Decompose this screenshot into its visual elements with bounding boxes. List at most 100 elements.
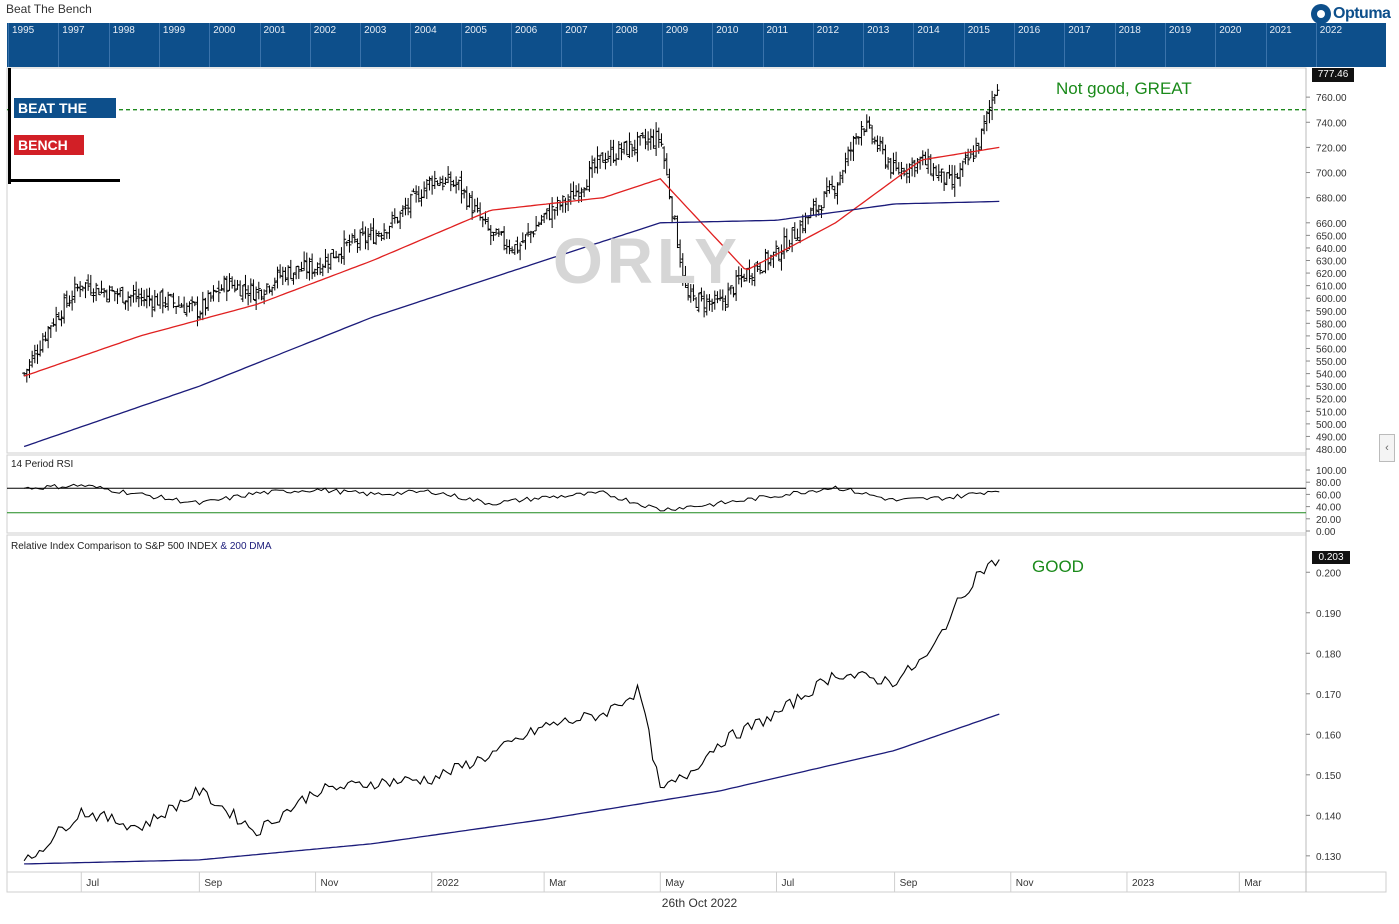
overview-separator (1164, 23, 1166, 67)
price-tick-label: 570.00 (1316, 332, 1347, 343)
overview-year-label: 2010 (716, 25, 739, 36)
rsi-tick-label: 0.00 (1316, 527, 1336, 538)
price-tick-label: 700.00 (1316, 169, 1347, 180)
price-tick-label: 740.00 (1316, 118, 1347, 129)
relative-tick-label: 0.200 (1316, 568, 1341, 579)
overview-separator (661, 23, 663, 67)
overview-year-label: 2014 (917, 25, 940, 36)
price-tick-label: 540.00 (1316, 370, 1347, 381)
price-tick-label: 580.00 (1316, 319, 1347, 330)
price-tick-label: 610.00 (1316, 282, 1347, 293)
overview-separator (58, 23, 60, 67)
date-tick-label: Nov (321, 878, 339, 889)
overview-year-label: 2016 (1018, 25, 1041, 36)
overview-year-label: 2015 (967, 25, 990, 36)
overview-navigator[interactable]: 1995 1997 1998 1999 2000 2001 2002 2003 2004 2005… (7, 23, 1386, 67)
price-annotation: Not good, GREAT (1056, 79, 1192, 98)
relative-tick-label: 0.190 (1316, 609, 1341, 620)
overview-separator (1114, 23, 1116, 67)
price-tick-label: 630.00 (1316, 257, 1347, 268)
rsi-tick-label: 20.00 (1316, 515, 1341, 526)
overview-separator (108, 23, 110, 67)
price-tick-label: 500.00 (1316, 420, 1347, 431)
price-tick-label: 660.00 (1316, 219, 1347, 230)
expand-panel-button[interactable]: ‹ (1379, 434, 1395, 462)
price-tick-label: 760.00 (1316, 93, 1347, 104)
overview-separator (511, 23, 512, 67)
date-tick-label: 2023 (1132, 878, 1155, 889)
price-tick-label: 620.00 (1316, 269, 1347, 280)
overview-year-label: 1998 (112, 25, 135, 36)
price-tick-label: 720.00 (1316, 143, 1347, 154)
overview-year-label: 1997 (62, 25, 85, 36)
overview-year-label: 1995 (12, 25, 35, 36)
panel-frame-1 (6, 454, 1307, 534)
overview-separator (812, 23, 814, 67)
relative-tick-label: 0.180 (1316, 649, 1341, 660)
overview-separator (209, 23, 211, 67)
overview-separator (561, 23, 563, 67)
overview-separator (611, 23, 613, 67)
price-tick-label: 560.00 (1316, 344, 1347, 355)
overview-year-label: 2000 (213, 25, 236, 36)
relative-title-text: Relative Index Comparison to S&P 500 IND… (11, 541, 218, 552)
rsi-panel-title: 14 Period RSI (11, 459, 74, 470)
overview-year-label: 2007 (565, 25, 588, 36)
overview-year-label: 2004 (414, 25, 437, 36)
ticker-watermark: ORLY (553, 225, 741, 297)
price-tick-label: 590.00 (1316, 307, 1347, 318)
date-axis-frame (6, 871, 1387, 893)
price-tick-label: 530.00 (1316, 382, 1347, 393)
price-tick-label: 550.00 (1316, 357, 1347, 368)
overview-year-label: 2012 (816, 25, 840, 36)
overview-year-label: 2022 (1319, 25, 1343, 36)
price-tick-label: 650.00 (1316, 231, 1347, 242)
rsi-tick-label: 100.00 (1316, 466, 1347, 477)
overview-year-label: 2020 (1219, 25, 1242, 36)
overview-year-label: 2011 (766, 25, 789, 36)
price-tick-label: 680.00 (1316, 194, 1347, 205)
date-tick-label: Nov (1016, 878, 1034, 889)
overview-separator (963, 23, 965, 67)
overview-year-label: 2021 (1269, 25, 1292, 36)
logo-line-2: BENCH (14, 135, 84, 155)
footer-date: 26th Oct 2022 (661, 896, 738, 910)
relative-line (23, 559, 1000, 862)
last-relative-label: 0.203 (1312, 551, 1350, 564)
overview-year-label: 2002 (313, 25, 337, 36)
overview-separator (360, 23, 362, 67)
overview-separator (1215, 23, 1217, 67)
price-tick-label: 520.00 (1316, 395, 1347, 406)
ma50-line (23, 146, 1000, 377)
date-tick-label: Mar (549, 878, 567, 889)
overview-year-label: 2013 (867, 25, 890, 36)
relative-title-ma: & 200 DMA (220, 541, 272, 552)
price-tick-label: 640.00 (1316, 244, 1347, 255)
overview-separator (913, 23, 915, 67)
panel-frame-2 (6, 534, 1307, 873)
overview-separator (8, 23, 9, 67)
relative-annotation: GOOD (1032, 557, 1084, 576)
rsi-tick-label: 80.00 (1316, 478, 1341, 489)
price-tick-label: 510.00 (1316, 407, 1347, 418)
relative-tick-label: 0.130 (1316, 852, 1341, 863)
optuma-logo-text: Optuma (1333, 5, 1391, 22)
overview-year-label: 2008 (615, 25, 638, 36)
overview-separator (712, 23, 714, 67)
overview-separator (410, 23, 412, 67)
overview-separator (1014, 23, 1015, 67)
date-tick-label: Jul (781, 878, 794, 889)
overview-separator (1315, 23, 1317, 67)
last-price-label: 777.46 (1312, 68, 1354, 82)
overview-year-label: 2019 (1168, 25, 1192, 36)
price-tick-label: 480.00 (1316, 445, 1347, 456)
overview-separator (762, 23, 764, 67)
overview-separator (460, 23, 462, 67)
overview-separator (1265, 23, 1267, 67)
overview-year-label: 1999 (162, 25, 186, 36)
overview-separator (259, 23, 261, 67)
logo-line-1: BEAT THE (14, 98, 116, 118)
rsi-line (23, 483, 1000, 512)
date-tick-label: Sep (900, 878, 918, 889)
relative-ma200-line (24, 713, 1000, 865)
